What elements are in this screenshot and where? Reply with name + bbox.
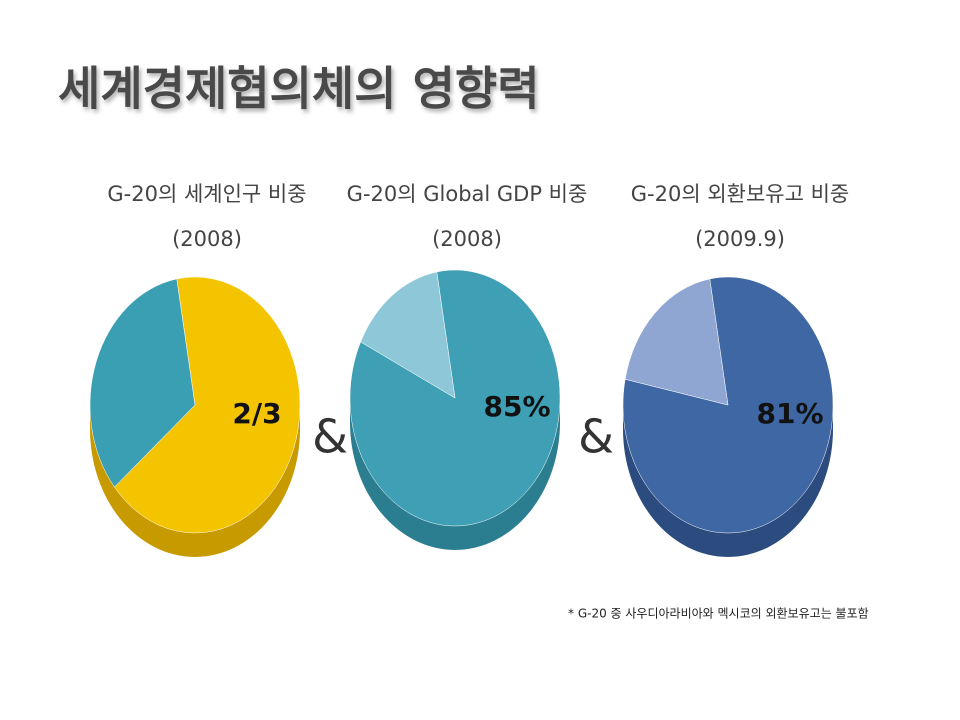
separator: & [578,410,614,464]
value-label: 85% [483,390,550,423]
pie-title: G-20의 세계인구 비중 [107,182,306,206]
pie-slice [360,271,456,399]
pie-subtitle: (2009.9) [695,227,785,251]
pie-title: G-20의 Global GDP 비중 [347,182,588,206]
pie-slice [624,278,729,406]
value-label: 81% [756,397,823,430]
slide-title: 세계경제협의체의 영향력 [58,62,540,116]
value-label: 2/3 [232,397,281,430]
pie-subtitle: (2008) [432,227,502,251]
pie-slice [114,276,301,534]
footnote: * G-20 중 사우디아라비아와 멕시코의 외환보유고는 불포함 [568,607,869,621]
pie-subtitle: (2008) [172,227,242,251]
pie-slice [89,278,196,488]
separator: & [312,410,348,464]
pie-title: G-20의 외환보유고 비중 [631,182,849,206]
